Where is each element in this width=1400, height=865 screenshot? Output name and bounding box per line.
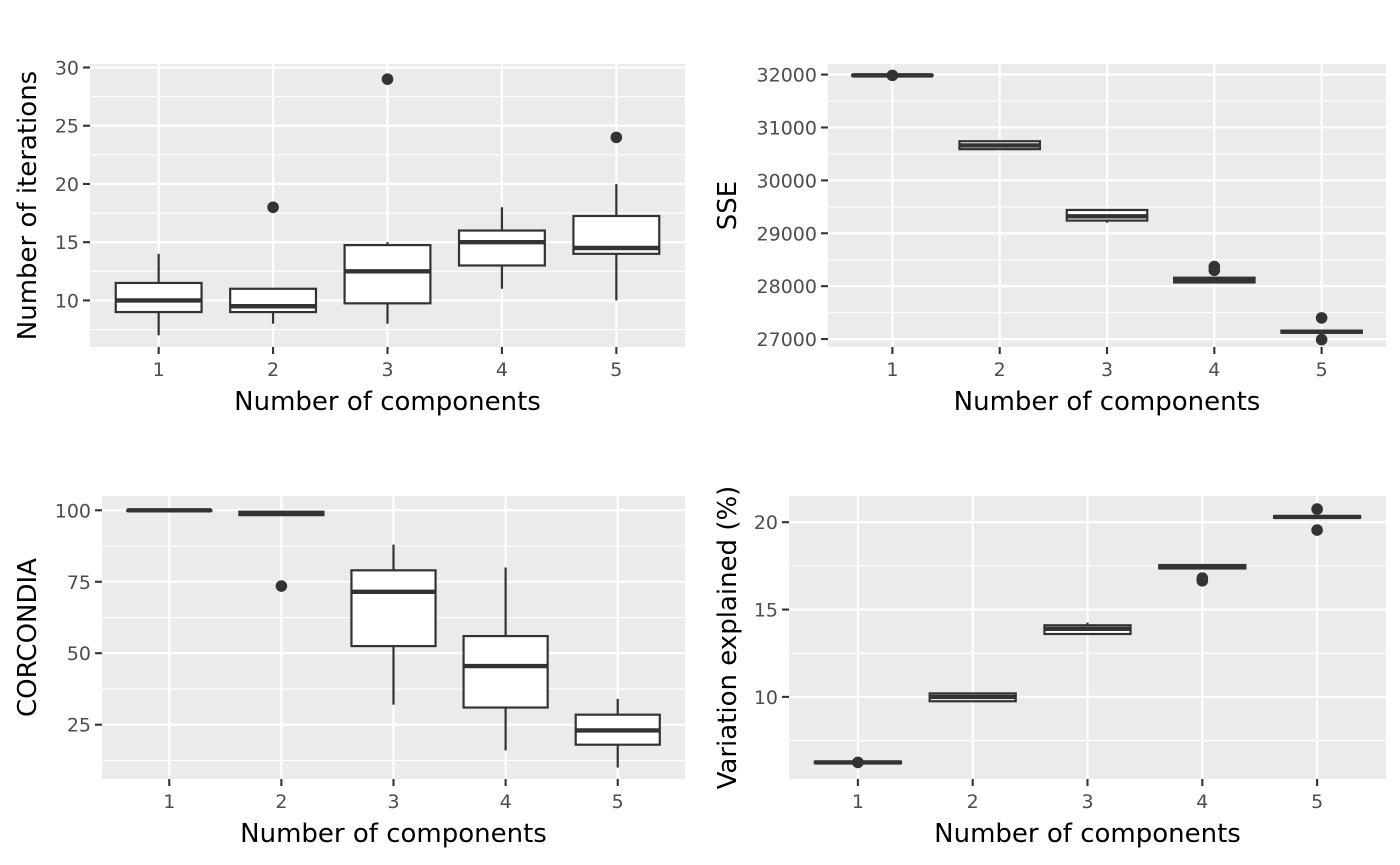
x-tick-label: 1 — [163, 791, 175, 813]
box — [350, 569, 437, 648]
y-tick-label: 32000 — [757, 65, 817, 87]
x-tick-label: 3 — [1101, 359, 1113, 381]
y-tick-label: 25 — [67, 715, 91, 737]
outlier-point — [610, 131, 623, 144]
x-tick-label: 2 — [275, 791, 287, 813]
y-axis-title: SSE — [713, 181, 743, 230]
outlier-point — [1315, 333, 1328, 346]
x-axis-title: Number of components — [954, 387, 1261, 417]
outlier-point — [1315, 312, 1328, 324]
box — [229, 287, 318, 314]
y-tick-label: 10 — [754, 687, 778, 709]
y-tick-label: 20 — [55, 174, 79, 196]
box — [462, 634, 549, 709]
x-tick-label: 5 — [612, 791, 624, 813]
outlier-point — [852, 756, 864, 769]
outlier-point — [1311, 503, 1323, 515]
x-tick-label: 5 — [610, 359, 622, 381]
x-tick-label: 3 — [381, 359, 393, 381]
box — [457, 229, 546, 267]
outlier-point — [275, 580, 288, 592]
chart-sse: 27000 28000 29000 30000 31000 32000 1 2 3 4 5 Numbe… — [713, 64, 1386, 417]
outlier-point — [267, 201, 279, 214]
x-tick-label: 4 — [500, 791, 512, 813]
y-tick-label: 15 — [754, 600, 778, 622]
y-tick-label: 20 — [754, 512, 778, 534]
box — [343, 243, 432, 305]
x-axis-title: Number of components — [234, 387, 541, 417]
x-tick-label: 5 — [1316, 359, 1328, 381]
outlier-point — [1208, 260, 1221, 273]
y-tick-label: 27000 — [757, 329, 817, 351]
y-tick-label: 15 — [55, 232, 79, 254]
outlier-point — [1196, 572, 1209, 584]
y-tick-label: 31000 — [757, 117, 817, 139]
x-tick-label: 2 — [994, 359, 1006, 381]
box — [114, 281, 203, 314]
x-tick-label: 4 — [1196, 791, 1208, 813]
y-axis-title: Number of iterations — [13, 71, 43, 340]
y-tick-label: 100 — [55, 500, 91, 522]
y-tick-label: 10 — [55, 290, 79, 312]
x-tick-label: 5 — [1311, 791, 1323, 813]
x-tick-label: 1 — [886, 359, 898, 381]
x-tick-label: 1 — [153, 359, 165, 381]
x-tick-label: 3 — [1081, 791, 1093, 813]
y-tick-label: 75 — [67, 572, 91, 594]
x-tick-label: 4 — [1208, 359, 1220, 381]
x-tick-label: 2 — [267, 359, 279, 381]
y-tick-label: 30000 — [757, 170, 817, 192]
x-axis-title: Number of components — [934, 819, 1241, 849]
y-tick-label: 30 — [55, 57, 79, 79]
outlier-point — [886, 69, 899, 82]
y-tick-label: 28000 — [757, 276, 817, 298]
chart-variation-explained: 10 15 20 1 2 3 4 5 Number of components Variation… — [713, 486, 1386, 849]
x-tick-label: 4 — [496, 359, 508, 381]
y-tick-label: 50 — [67, 643, 91, 665]
chart-corcondia: 25 50 75 100 1 2 3 4 5 Number of components CORCON… — [13, 496, 685, 849]
outlier-point — [381, 73, 394, 85]
x-axis-title: Number of components — [240, 819, 547, 849]
chart-iterations: 10 15 20 25 30 1 2 3 4 5 Number of components Numbe… — [13, 57, 685, 417]
y-axis-title: CORCONDIA — [13, 558, 43, 717]
x-tick-label: 2 — [967, 791, 979, 813]
x-tick-label: 3 — [387, 791, 399, 813]
y-tick-label: 25 — [55, 116, 79, 138]
y-axis-title: Variation explained (%) — [713, 486, 743, 790]
x-tick-label: 1 — [852, 791, 864, 813]
y-tick-label: 29000 — [757, 223, 817, 245]
outlier-point — [1311, 524, 1323, 536]
